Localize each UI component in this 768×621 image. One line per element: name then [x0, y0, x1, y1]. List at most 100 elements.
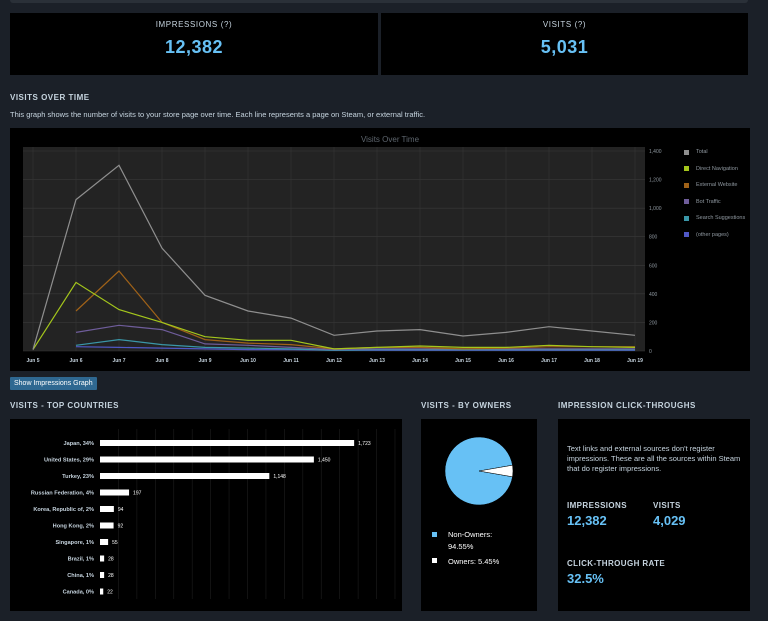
legend-label: Direct Navigation	[696, 165, 738, 172]
series-line	[32, 281, 636, 350]
visits-stat: VISITS (?) 5,031	[381, 13, 748, 75]
x-tick-label: Jun 13	[369, 358, 385, 364]
x-tick-label: Jun 16	[498, 358, 514, 364]
country-bar[interactable]	[100, 555, 105, 562]
y-tick-label: 800	[649, 235, 658, 241]
legend-swatch	[684, 215, 689, 221]
country-bar[interactable]	[100, 572, 105, 578]
y-tick-label: 1,200	[649, 178, 662, 184]
visits-over-time-title: VISITS OVER TIME	[10, 93, 90, 102]
legend-label: Search Suggestions	[696, 215, 746, 221]
country-label: Turkey, 23%	[62, 474, 94, 480]
visits-value: 5,031	[540, 37, 589, 57]
country-bar[interactable]	[100, 440, 355, 446]
ct-rate-label: CLICK-THROUGH RATE	[567, 559, 666, 568]
legend-label: External Website	[696, 182, 738, 188]
x-tick-label: Jun 15	[455, 358, 471, 364]
country-value-label: 1,723	[358, 441, 371, 447]
click-throughs-panel: Text links and external sources don't re…	[558, 419, 750, 611]
impressions-label[interactable]: IMPRESSIONS (?)	[155, 20, 233, 29]
country-label: Canada, 0%	[63, 590, 94, 596]
legend-item[interactable]: (other pages)	[684, 232, 729, 238]
x-tick-label: Jun 8	[155, 358, 168, 364]
x-tick-label: Jun 10	[240, 358, 256, 364]
y-tick-label: 0	[649, 349, 652, 355]
top-countries-title: VISITS - TOP COUNTRIES	[10, 401, 119, 410]
country-bar[interactable]	[100, 522, 114, 529]
legend-swatch	[684, 149, 689, 155]
pie-slice[interactable]	[444, 436, 513, 506]
top-countries-panel: Japan, 34% 1,723 United States, 29% 1,450 Tu…	[10, 419, 402, 611]
country-label: Japan, 34%	[64, 441, 94, 447]
country-label: China, 1%	[67, 573, 94, 579]
top-divider	[10, 0, 748, 3]
country-value-label: 197	[133, 491, 142, 497]
country-label: Brazil, 1%	[68, 557, 94, 563]
legend-item[interactable]: External Website	[684, 182, 737, 188]
visits-label[interactable]: VISITS (?)	[542, 20, 587, 29]
x-tick-label: Jun 18	[584, 358, 600, 364]
country-bar[interactable]	[100, 456, 314, 463]
country-bar[interactable]	[100, 588, 104, 595]
ct-impressions-value: 12,382	[567, 513, 607, 528]
show-impressions-graph-button[interactable]: Show Impressions Graph	[10, 377, 97, 390]
legend-label: Total	[696, 149, 708, 155]
series-line	[75, 324, 635, 351]
legend-label: Owners: 5.45%	[448, 557, 500, 566]
x-tick-label: Jun 19	[627, 358, 643, 364]
by-owners-panel: Non-Owners: 94.55% Owners: 5.45%	[421, 419, 537, 611]
country-bar[interactable]	[100, 489, 130, 496]
y-tick-label: 200	[649, 320, 658, 326]
chart-title: Visits Over Time	[361, 135, 420, 144]
legend-item[interactable]: Total	[684, 149, 708, 155]
country-bar[interactable]	[100, 506, 114, 512]
country-value-label: 28	[108, 557, 114, 563]
pie-slice[interactable]	[478, 464, 514, 478]
click-throughs-description: Text links and external sources don't re…	[567, 444, 741, 473]
ct-visits-label: VISITS	[653, 501, 681, 510]
legend-item[interactable]: Search Suggestions	[684, 215, 745, 221]
legend-label: Non-Owners: 94.55%	[448, 530, 492, 551]
country-value-label: 94	[118, 507, 124, 513]
country-label: Korea, Republic of, 2%	[33, 507, 94, 513]
country-label: Singapore, 1%	[55, 540, 94, 546]
y-tick-label: 600	[649, 263, 658, 269]
legend-swatch	[684, 199, 689, 204]
legend-item[interactable]: Bot Traffic	[684, 199, 721, 205]
visits-over-time-panel: Visits Over Time Jun 5 Jun 6 Jun 7 Jun 8 Jun…	[10, 128, 750, 371]
country-value-label: 1,450	[318, 458, 331, 464]
country-value-label: 28	[108, 573, 114, 579]
legend-swatch	[432, 532, 437, 537]
by-owners-chart: Non-Owners: 94.55% Owners: 5.45%	[432, 436, 514, 566]
click-throughs-title: IMPRESSION CLICK-THROUGHS	[558, 401, 696, 410]
country-value-label: 92	[118, 524, 124, 530]
country-value-label: 1,148	[273, 474, 286, 480]
x-tick-label: Jun 14	[412, 358, 428, 364]
top-countries-chart: Japan, 34% 1,723 United States, 29% 1,450 Tu…	[31, 429, 396, 599]
visits-over-time-chart: Visits Over Time Jun 5 Jun 6 Jun 7 Jun 8 Jun…	[23, 135, 662, 364]
x-tick-label: Jun 7	[112, 358, 125, 364]
legend-item[interactable]: Direct Navigation	[684, 166, 738, 172]
legend-swatch	[684, 166, 689, 171]
series-line	[75, 338, 635, 351]
x-tick-label: Jun 12	[326, 358, 342, 364]
legend-swatch	[684, 232, 689, 237]
y-tick-label: 1,000	[649, 206, 662, 212]
x-tick-label: Jun 5	[26, 358, 39, 364]
legend-label: (other pages)	[696, 231, 729, 238]
country-bar[interactable]	[100, 539, 109, 545]
legend-label: Bot Traffic	[696, 198, 721, 205]
x-tick-label: Jun 9	[198, 358, 211, 364]
y-tick-label: 1,400	[649, 149, 662, 155]
by-owners-title: VISITS - BY OWNERS	[421, 401, 512, 410]
ct-visits-value: 4,029	[653, 513, 686, 528]
country-value-label: 55	[112, 540, 118, 546]
country-value-label: 22	[107, 590, 113, 596]
x-tick-label: Jun 6	[69, 358, 82, 364]
impressions-value: 12,382	[164, 37, 224, 57]
country-label: United States, 29%	[44, 458, 94, 464]
country-bar[interactable]	[100, 473, 270, 479]
ct-impressions-label: IMPRESSIONS	[567, 501, 627, 510]
x-tick-label: Jun 17	[541, 358, 557, 364]
x-tick-label: Jun 11	[283, 358, 299, 364]
